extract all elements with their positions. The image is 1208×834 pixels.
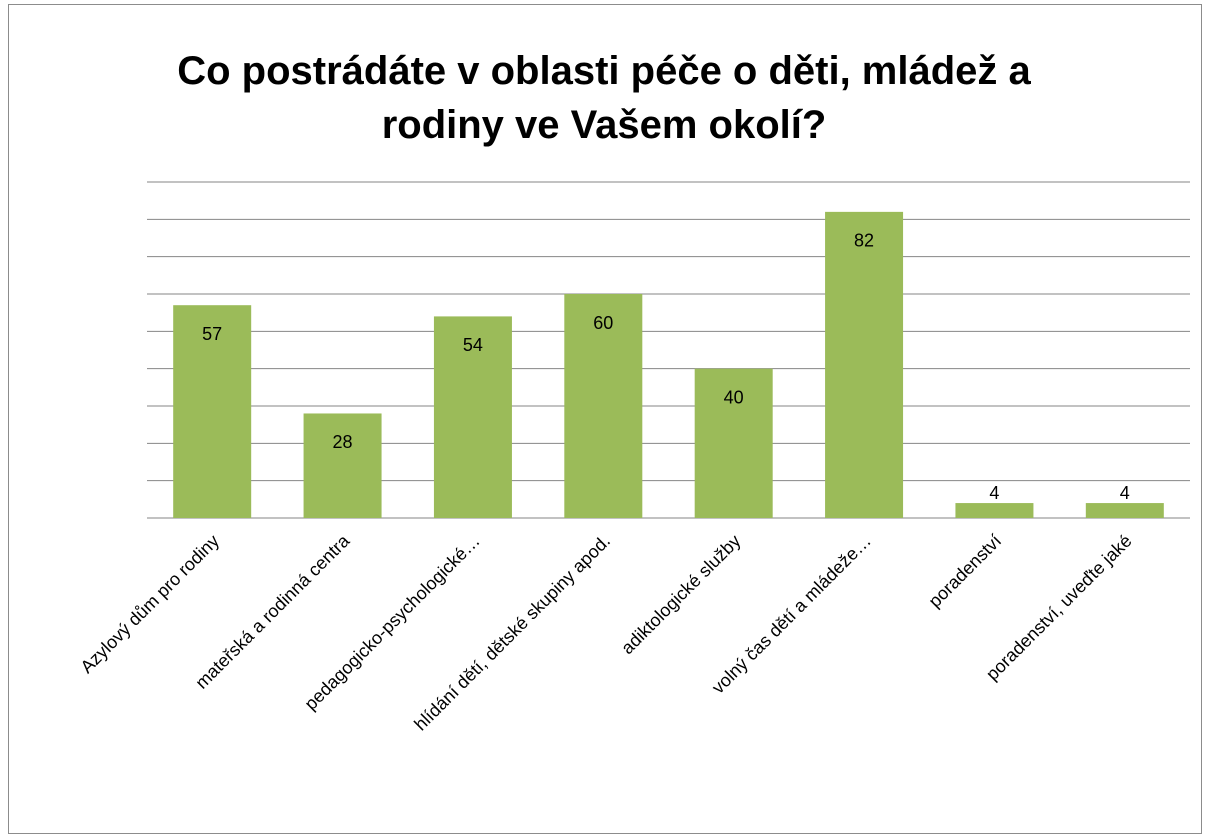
- chart-title: Co postrádáte v oblasti péče o děti, mlá…: [177, 49, 1031, 147]
- bar: [694, 368, 773, 518]
- data-label: 40: [724, 387, 744, 407]
- bar: [173, 305, 252, 518]
- data-label: 82: [854, 231, 874, 251]
- x-tick-label: poradenství, uveďte jaké: [982, 531, 1136, 685]
- data-label: 60: [593, 313, 613, 333]
- x-tick-label: Azylový dům pro rodiny: [77, 531, 223, 677]
- bar: [825, 211, 904, 518]
- data-label: 4: [989, 483, 999, 503]
- data-label: 28: [333, 432, 353, 452]
- bar: [433, 316, 512, 518]
- bar: [1085, 503, 1164, 518]
- data-label: 54: [463, 335, 483, 355]
- x-tick-label: adiktologické služby: [617, 531, 744, 658]
- bar: [564, 294, 643, 518]
- bar: [955, 503, 1034, 518]
- data-label: 57: [202, 324, 222, 344]
- x-tick-label: poradenství: [925, 531, 1006, 612]
- x-tick-label: mateřská a rodinná centra: [191, 530, 354, 693]
- bar: [303, 413, 382, 518]
- data-label: 4: [1120, 483, 1130, 503]
